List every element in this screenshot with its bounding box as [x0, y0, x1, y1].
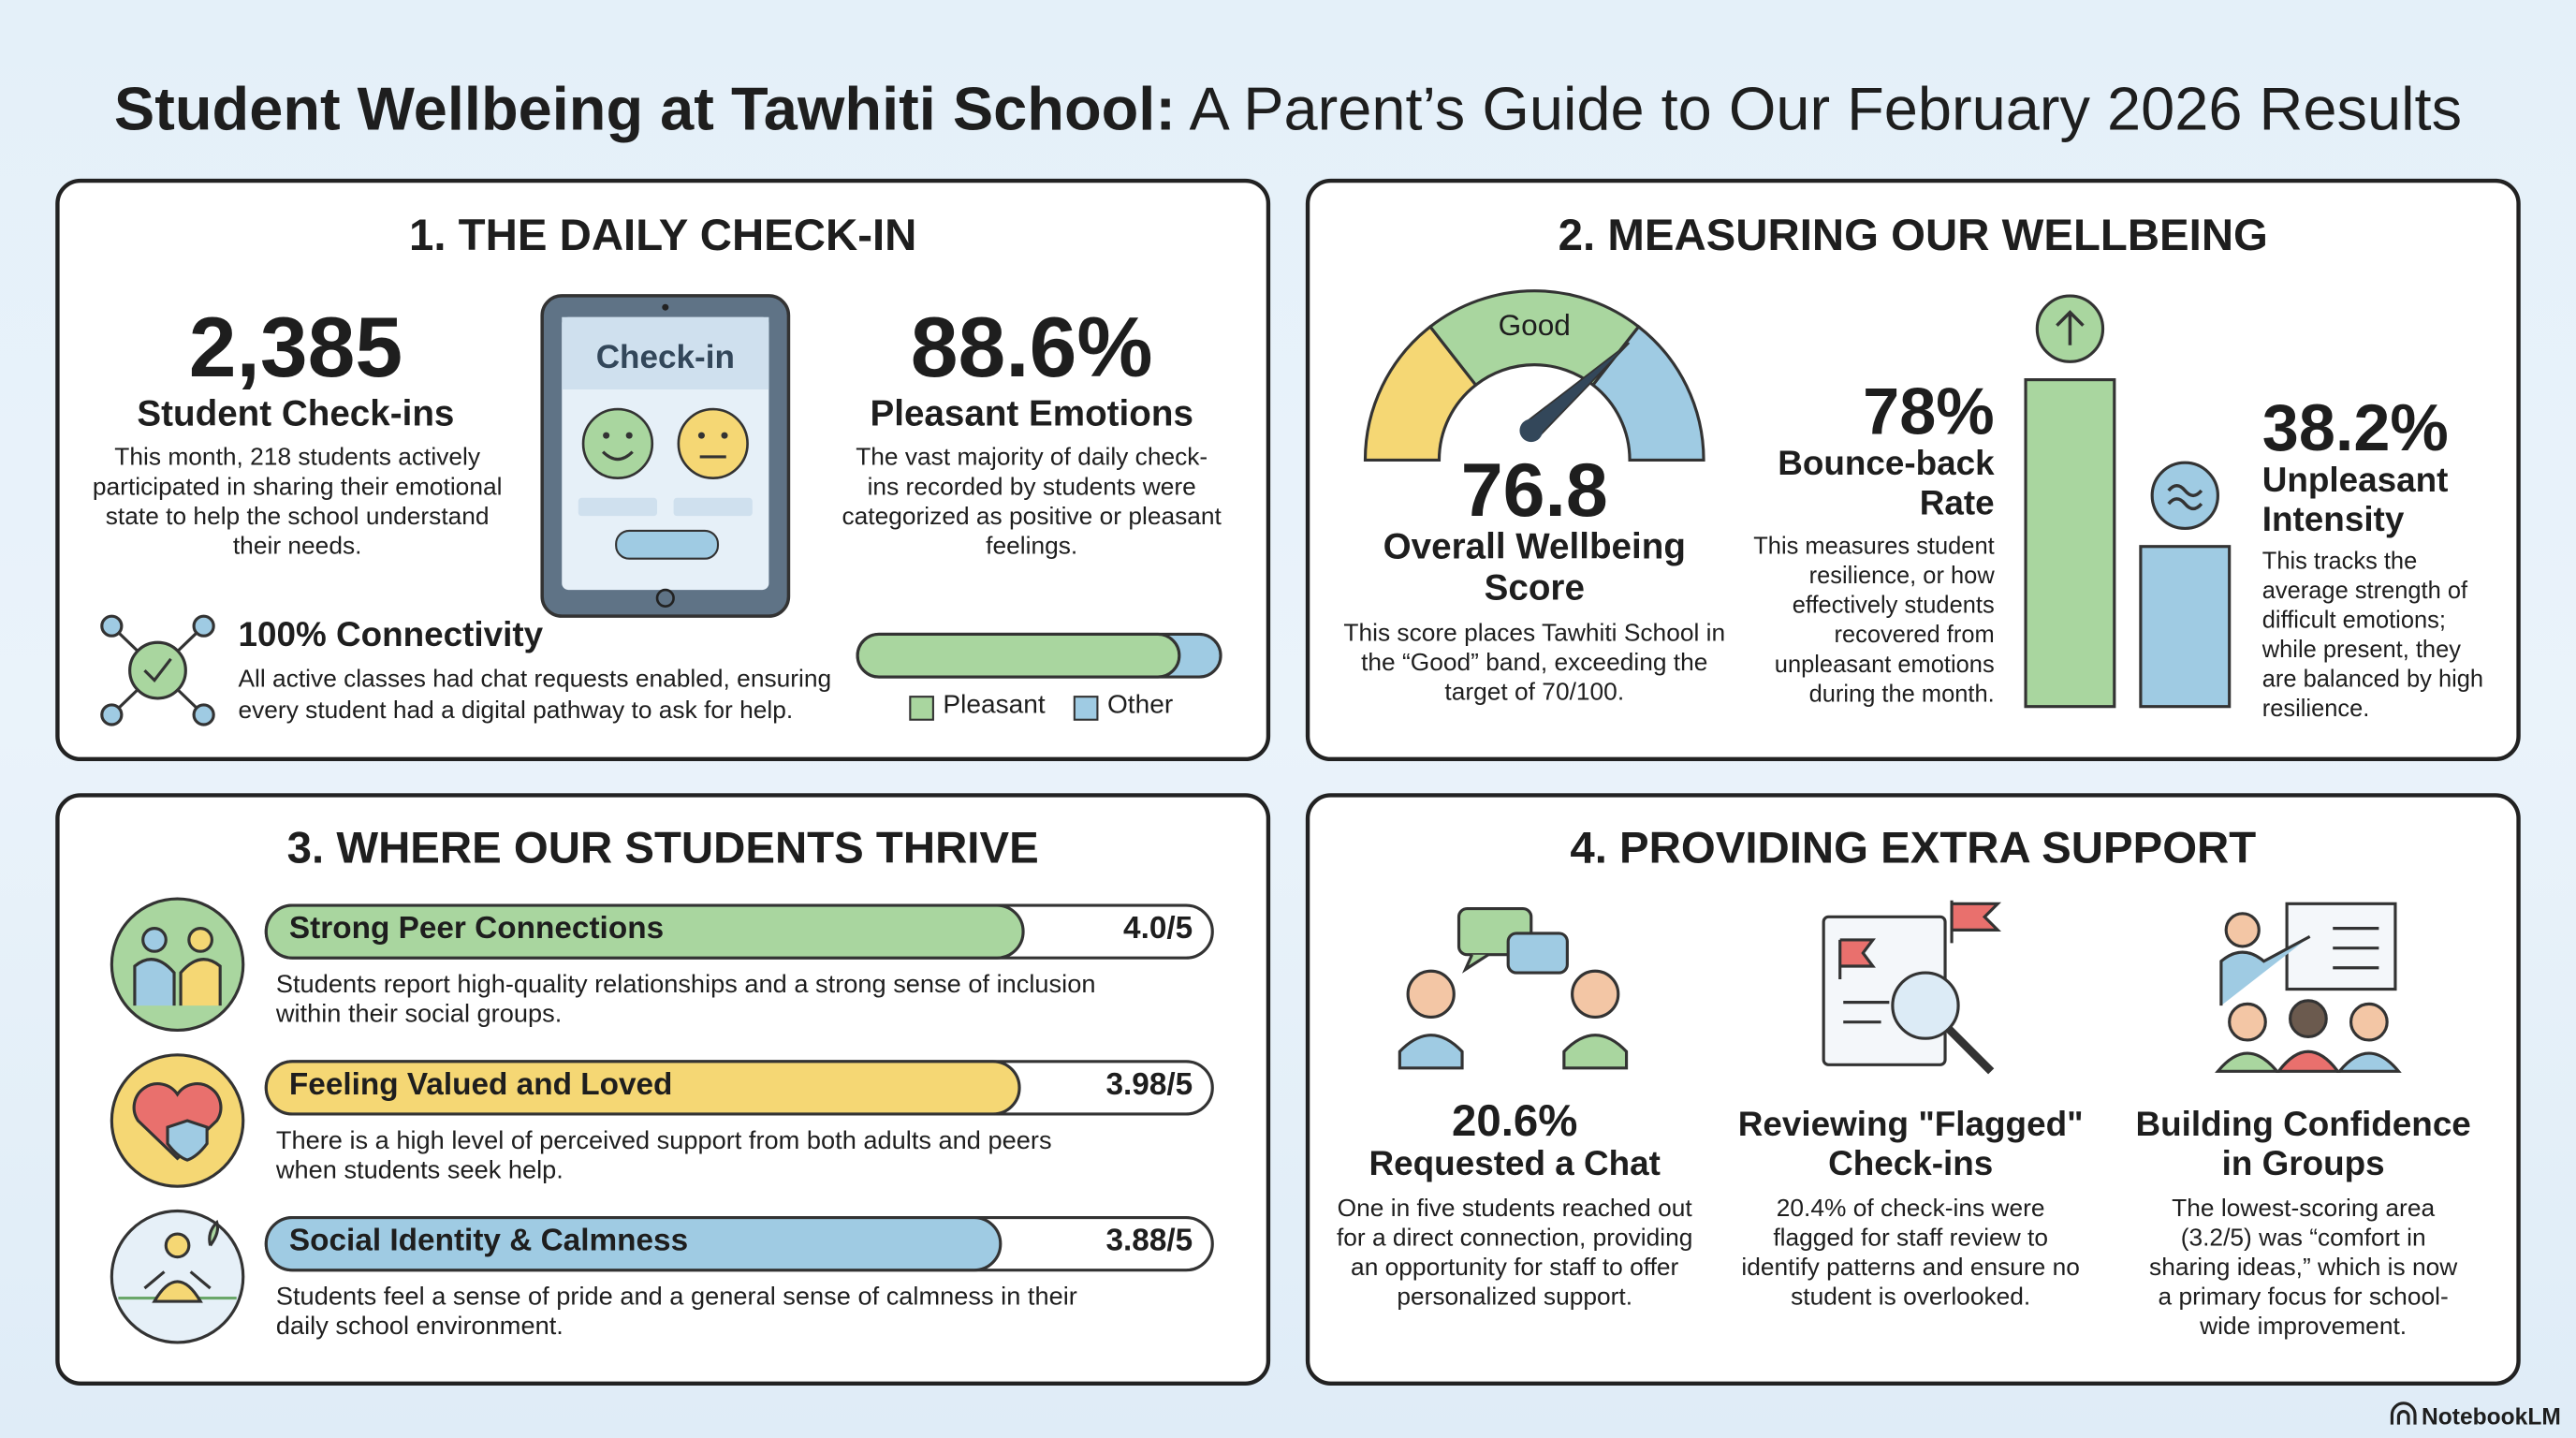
tablet-label: Check-in	[595, 340, 735, 376]
tablet-icon	[540, 294, 791, 618]
connectivity-title: 100% Connectivity	[238, 616, 544, 654]
stat-text: This measures student resilience, or how…	[1753, 534, 1995, 709]
section-heading: 3. WHERE OUR STUDENTS THRIVE	[286, 823, 1039, 873]
stat-bar	[2139, 545, 2232, 709]
score-name: Social Identity & Calmness	[288, 1224, 689, 1259]
score-text: Students report high-quality relationshi…	[275, 971, 1096, 1029]
stat-text: This month, 218 students actively partic…	[92, 443, 503, 561]
score-text: There is a high level of perceived suppo…	[275, 1127, 1052, 1185]
score-label: 3.98/5	[1105, 1067, 1193, 1103]
support-title: Building Confidence in Groups	[2135, 1106, 2471, 1183]
bar-icon	[2167, 484, 2203, 511]
stat-bar	[2024, 378, 2116, 709]
stat-value: 2,385	[188, 301, 403, 396]
stat-label: Bounce-back Rate	[1778, 445, 1995, 523]
title-bold: Student Wellbeing at Tawhiti School:	[113, 75, 1176, 143]
score-title: Overall Wellbeing Score	[1383, 525, 1686, 609]
bar-icon	[2150, 461, 2219, 531]
gauge-band	[1427, 289, 1641, 388]
score-text: Students feel a sense of pride and a gen…	[275, 1283, 1077, 1342]
section-heading: 2. MEASURING OUR WELLBEING	[1558, 210, 2268, 260]
legend-swatch	[1073, 696, 1099, 721]
stat-value: 78%	[1863, 375, 1995, 449]
legend-label: Other	[1106, 691, 1174, 720]
stat-label: Unpleasant Intensity	[2261, 462, 2449, 539]
stat-text: The vast majority of daily check-ins rec…	[842, 443, 1222, 561]
stat-value: 38.2%	[2261, 392, 2449, 465]
page-title: Student Wellbeing at Tawhiti School: A P…	[0, 76, 2576, 146]
footer-logo	[2390, 1401, 2417, 1425]
stat-label: Student Check-ins	[137, 392, 455, 434]
support-title: Requested a Chat	[1368, 1145, 1661, 1183]
stat-value: 88.6%	[910, 301, 1153, 396]
support-stat: 20.6%	[1452, 1095, 1578, 1146]
score-name: Feeling Valued and Loved	[288, 1067, 673, 1103]
score-fill	[264, 1215, 1003, 1272]
gauge-hub	[1519, 418, 1544, 443]
support-text: One in five students reached out for a d…	[1336, 1194, 1693, 1312]
support-icons	[1398, 900, 2402, 1075]
thrive-icons	[110, 897, 245, 1344]
score-text: This score places Tawhiti School in the …	[1343, 619, 1726, 707]
score-label: 3.88/5	[1105, 1224, 1193, 1259]
gauge-band-label: Good	[1498, 308, 1571, 343]
footer-brand: NotebookLM	[2422, 1402, 2561, 1430]
score-fill	[264, 1060, 1021, 1116]
legend-label: Pleasant	[943, 691, 1046, 720]
stat-text: This tracks the average strength of diff…	[2261, 549, 2484, 724]
title-rest: A Parent’s Guide to Our February 2026 Re…	[1189, 75, 2463, 143]
support-text: The lowest-scoring area (3.2/5) was “com…	[2149, 1194, 2458, 1342]
score-name: Strong Peer Connections	[288, 912, 665, 946]
connectivity-text: All active classes had chat requests ena…	[238, 665, 832, 725]
legend-swatch	[909, 696, 934, 721]
score-label: 4.0/5	[1123, 912, 1193, 946]
support-text: 20.4% of check-ins were flagged for staf…	[1741, 1194, 2080, 1312]
gauge-band	[1590, 324, 1705, 462]
score-fill	[264, 903, 1025, 960]
support-title: Reviewing "Flagged" Check-ins	[1737, 1106, 2084, 1183]
connectivity-icon	[100, 614, 215, 726]
score-value: 76.8	[1460, 447, 1608, 533]
bar-icon	[2056, 310, 2085, 345]
section-heading: 4. PROVIDING EXTRA SUPPORT	[1570, 823, 2257, 873]
progress-fill	[856, 632, 1181, 679]
section-heading: 1. THE DAILY CHECK-IN	[408, 210, 917, 260]
stat-label: Pleasant Emotions	[870, 392, 1193, 434]
